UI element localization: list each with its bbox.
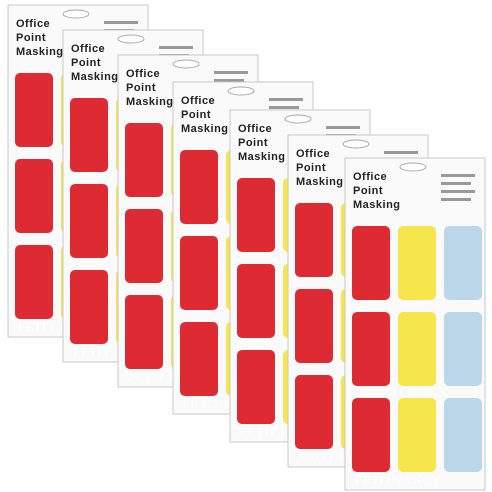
fine-print — [159, 46, 193, 49]
sheet-title: Office — [296, 148, 330, 160]
tab-sticker — [295, 375, 333, 449]
tab-sticker — [237, 178, 275, 252]
tab-sticker — [352, 312, 390, 386]
tab-sticker — [295, 203, 333, 277]
fine-print — [104, 21, 138, 24]
sheet-title: Masking — [16, 46, 64, 58]
sheet-title: Office — [353, 171, 387, 183]
tab-sticker — [444, 226, 482, 300]
sheet-title: Office — [181, 95, 215, 107]
fine-print — [269, 106, 299, 109]
sheet-title: Point — [296, 162, 326, 174]
fine-print — [441, 174, 475, 177]
sheet-title: Masking — [71, 71, 119, 83]
tab-sticker — [15, 73, 53, 147]
tab-sticker — [70, 184, 108, 258]
fine-print — [441, 198, 471, 201]
sheet-title: Point — [238, 137, 268, 149]
sheet-title: Office — [71, 43, 105, 55]
tab-sticker — [125, 123, 163, 197]
tab-sticker — [180, 150, 218, 224]
sheet-title: Masking — [296, 176, 344, 188]
fine-print — [441, 190, 475, 193]
tab-sticker — [125, 209, 163, 283]
sheet-title: Masking — [181, 123, 229, 135]
tab-sticker — [70, 98, 108, 172]
tab-sticker — [444, 398, 482, 472]
tab-sticker — [237, 264, 275, 338]
sticker-sheet: Office Point Masking PETIT FANCY — [344, 157, 486, 491]
sheet-title: Masking — [353, 199, 401, 211]
tab-sticker — [398, 226, 436, 300]
sheet-title: Masking — [238, 151, 286, 163]
tab-sticker — [352, 226, 390, 300]
tab-sticker — [125, 295, 163, 369]
hang-hole — [342, 139, 370, 149]
fine-print — [326, 126, 360, 129]
sheet-title: Office — [16, 18, 50, 30]
hang-hole — [117, 34, 145, 44]
sheet-title: Point — [126, 82, 156, 94]
hang-hole — [227, 86, 255, 96]
sheet-title: Office — [126, 68, 160, 80]
sheet-title: Point — [181, 109, 211, 121]
fine-print — [384, 151, 418, 154]
tab-sticker — [180, 322, 218, 396]
tab-sticker — [295, 289, 333, 363]
tab-sticker — [398, 398, 436, 472]
tab-sticker — [444, 312, 482, 386]
sheet-title: Office — [238, 123, 272, 135]
sheet-title: Point — [71, 57, 101, 69]
tab-sticker — [15, 245, 53, 319]
fine-print — [214, 79, 244, 82]
tab-sticker — [352, 398, 390, 472]
hang-hole — [399, 162, 427, 172]
fine-print — [214, 71, 248, 74]
sheet-title: Masking — [126, 96, 174, 108]
sheet-title: Point — [353, 185, 383, 197]
tab-sticker — [180, 236, 218, 310]
tab-sticker — [398, 312, 436, 386]
hang-hole — [172, 59, 200, 69]
tab-sticker — [237, 350, 275, 424]
fine-print — [269, 98, 303, 101]
tab-sticker — [15, 159, 53, 233]
hang-hole — [284, 114, 312, 124]
tab-sticker — [70, 270, 108, 344]
sheet-title: Point — [16, 32, 46, 44]
hang-hole — [62, 9, 90, 19]
fine-print — [441, 182, 471, 185]
brand-label: PETIT FANCY — [355, 473, 441, 487]
